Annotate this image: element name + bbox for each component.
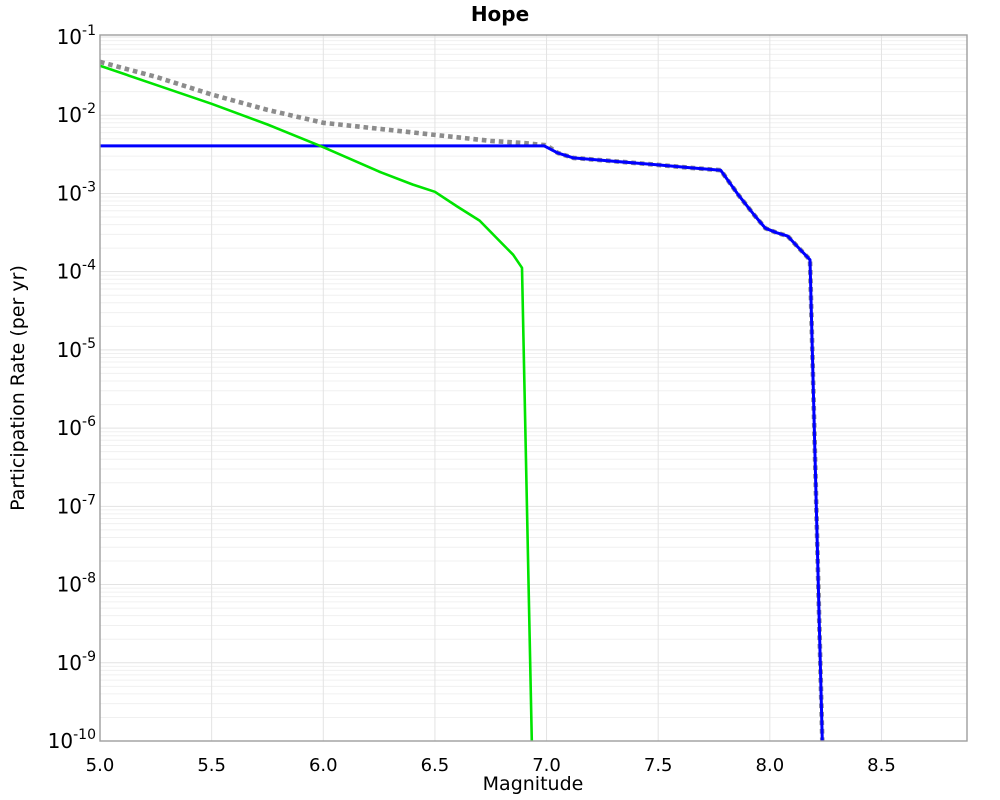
series-green-solid-curve (100, 64, 534, 741)
y-tick-label: 10-10 (48, 727, 96, 753)
chart-title: Hope (471, 2, 529, 26)
x-axis-title: Magnitude (483, 773, 584, 795)
y-tick-label: 10-9 (57, 649, 96, 675)
y-tick-label: 10-8 (57, 571, 96, 597)
plot-border (99, 34, 968, 742)
y-tick-labels: 10-1 10-2 10-3 10-4 10-5 10-6 10-7 10-8 10-9 10-1… (48, 23, 96, 753)
x-tick-label: 8.0 (756, 755, 785, 776)
x-tick-label: 6.0 (309, 755, 338, 776)
x-tick-label: 7.5 (644, 755, 673, 776)
series-blue-solid-curve (100, 144, 824, 741)
y-tick-label: 10-6 (57, 414, 97, 440)
x-tick-label: 8.5 (867, 755, 896, 776)
x-tick-label: 7.0 (532, 755, 561, 776)
x-tick-label: 5.0 (86, 755, 115, 776)
y-tick-label: 10-5 (57, 336, 96, 362)
y-tick-label: 10-2 (57, 101, 96, 127)
y-axis-title: Participation Rate (per yr) (7, 265, 29, 511)
x-tick-label: 5.5 (197, 755, 226, 776)
gridlines-major (99, 35, 967, 742)
y-tick-label: 10-4 (57, 258, 97, 284)
gridlines-minor (100, 40, 967, 718)
y-tick-label: 10-7 (57, 492, 96, 518)
y-tick-label: 10-3 (57, 179, 96, 205)
series-group (100, 59, 825, 741)
x-tick-labels: 5.0 5.5 6.0 6.5 7.0 7.5 8.0 8.5 (86, 755, 896, 776)
y-tick-label: 10-1 (57, 23, 96, 49)
x-tick-label: 6.5 (421, 755, 450, 776)
